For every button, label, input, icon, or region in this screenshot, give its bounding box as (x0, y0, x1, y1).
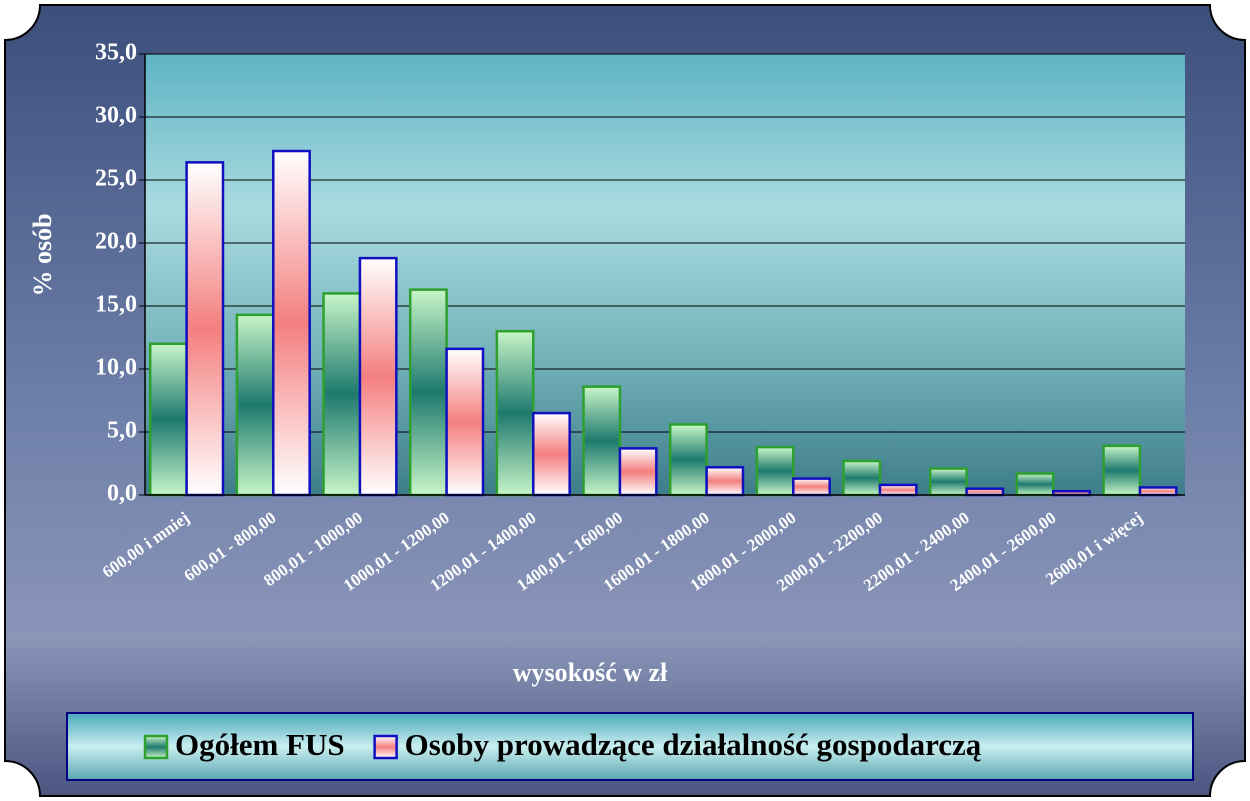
bar (965, 487, 1005, 497)
bar (1102, 444, 1142, 497)
y-tick-label: 15,0 (95, 292, 137, 318)
bar (878, 483, 918, 497)
bar (235, 313, 275, 497)
y-tick-label: 30,0 (95, 103, 137, 129)
legend-label: Osoby prowadzące działalność gospodarczą (405, 727, 982, 762)
legend-box (66, 712, 1194, 781)
bar (1138, 486, 1178, 497)
bar (272, 149, 311, 497)
y-axis-title: % osób (28, 213, 57, 296)
bar (755, 445, 795, 497)
bar (705, 466, 745, 497)
y-tick-label: 10,0 (95, 355, 137, 381)
y-tick-label: 35,0 (95, 40, 137, 66)
legend-label: Ogółem FUS (175, 727, 345, 762)
plot-area (145, 54, 1185, 495)
bar (408, 288, 448, 497)
legend-swatch (143, 734, 169, 760)
bar (792, 477, 831, 497)
bar (1015, 472, 1055, 497)
bar (618, 447, 658, 497)
bar (185, 161, 225, 497)
bar (358, 256, 398, 497)
y-tick-label: 25,0 (95, 166, 137, 192)
y-tick-label: 5,0 (107, 418, 137, 444)
bar (582, 385, 622, 497)
plot-layer (139, 53, 1185, 497)
bar (928, 467, 968, 497)
legend-swatch (373, 734, 398, 760)
bar (842, 459, 882, 497)
y-tick-label: 20,0 (95, 229, 137, 255)
bar (445, 347, 485, 497)
x-axis-title: wysokość w zł (513, 658, 668, 687)
bar (495, 329, 535, 497)
bar (532, 411, 571, 497)
y-tick-label: 0,0 (107, 481, 137, 507)
bar (322, 292, 362, 497)
bar (148, 342, 188, 497)
bar (668, 423, 708, 497)
